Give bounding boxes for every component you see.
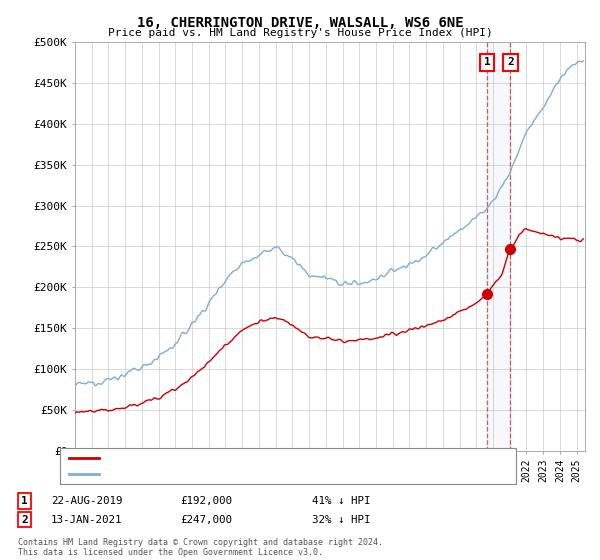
Text: 32% ↓ HPI: 32% ↓ HPI	[312, 515, 371, 525]
Text: 1: 1	[21, 496, 28, 506]
Text: HPI: Average price, detached house, South Staffordshire: HPI: Average price, detached house, Sout…	[105, 469, 449, 479]
Text: £192,000: £192,000	[180, 496, 232, 506]
Text: 22-AUG-2019: 22-AUG-2019	[51, 496, 122, 506]
Text: Price paid vs. HM Land Registry's House Price Index (HPI): Price paid vs. HM Land Registry's House …	[107, 28, 493, 38]
Text: 13-JAN-2021: 13-JAN-2021	[51, 515, 122, 525]
Text: 2: 2	[507, 58, 514, 67]
Text: £247,000: £247,000	[180, 515, 232, 525]
Text: 1: 1	[484, 58, 490, 67]
Bar	[487, 42, 511, 451]
Text: 2: 2	[21, 515, 28, 525]
Text: Contains HM Land Registry data © Crown copyright and database right 2024.
This d: Contains HM Land Registry data © Crown c…	[18, 538, 383, 557]
Text: 41% ↓ HPI: 41% ↓ HPI	[312, 496, 371, 506]
Text: 16, CHERRINGTON DRIVE, WALSALL, WS6 6NE: 16, CHERRINGTON DRIVE, WALSALL, WS6 6NE	[137, 16, 463, 30]
Text: 16, CHERRINGTON DRIVE, WALSALL, WS6 6NE (detached house): 16, CHERRINGTON DRIVE, WALSALL, WS6 6NE …	[105, 453, 455, 463]
